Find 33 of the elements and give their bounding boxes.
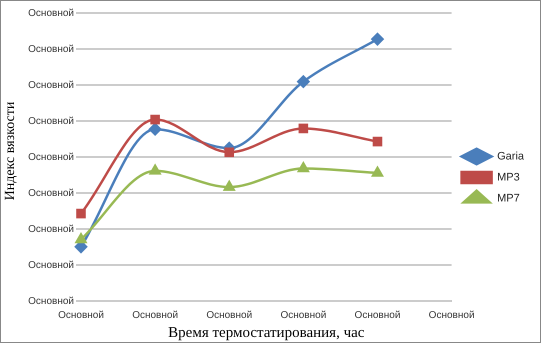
point	[224, 148, 234, 158]
text: Основной	[28, 44, 74, 55]
point	[371, 32, 384, 46]
text: Основной	[28, 260, 74, 271]
point	[75, 233, 87, 244]
point	[224, 180, 235, 191]
x-tick-label: Основной	[132, 310, 178, 321]
point	[372, 136, 382, 146]
point	[372, 166, 384, 177]
x-tick-label: Основной	[58, 310, 104, 321]
point	[297, 75, 310, 88]
point	[298, 162, 309, 172]
y-axis-title: Индекс вязкости	[3, 102, 19, 200]
legend-label: MP3	[497, 172, 520, 184]
text: Основной	[28, 116, 74, 127]
legend-label: MP7	[497, 192, 520, 205]
point	[76, 208, 86, 218]
point	[150, 164, 161, 175]
point	[298, 124, 308, 134]
point	[148, 123, 162, 136]
text: Основной	[28, 80, 74, 91]
text: Основной	[28, 296, 74, 307]
text: Основной	[28, 8, 74, 19]
x-tick-label: Основной	[280, 310, 326, 321]
x-axis-title: Время термостатирования, час	[168, 324, 365, 341]
text: Основной	[28, 224, 74, 235]
text: Основной	[28, 152, 74, 163]
x-tick-label: Основной	[206, 310, 252, 321]
point	[150, 114, 160, 124]
x-tick-label: Основной	[354, 310, 400, 321]
x-tick-label: Основной	[428, 310, 475, 321]
text: Основной	[28, 188, 74, 199]
legend-label: Garia	[497, 150, 525, 163]
